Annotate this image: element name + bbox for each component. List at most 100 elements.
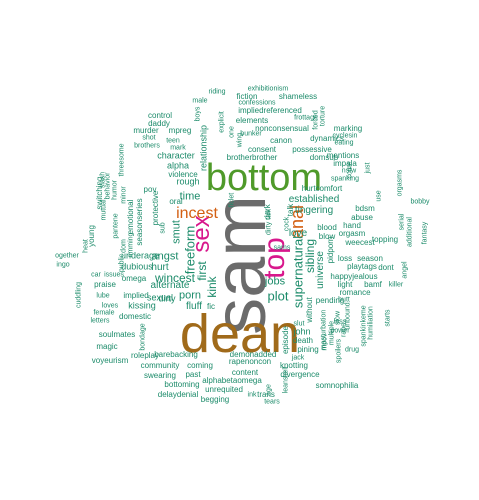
word-universe: universe bbox=[315, 251, 326, 289]
word-forced: forced bbox=[312, 110, 320, 130]
word-angst: angst bbox=[151, 250, 179, 263]
word-knotting: knotting bbox=[279, 361, 309, 370]
word-porn: porn bbox=[178, 289, 202, 302]
word-time: time bbox=[179, 190, 201, 203]
word-freeform: freeform bbox=[182, 225, 198, 275]
word-additional: additional bbox=[406, 217, 414, 247]
word-female: female bbox=[93, 309, 115, 317]
word-slash: slash bbox=[99, 171, 107, 189]
word-slut: slut bbox=[293, 320, 305, 328]
word-pov: pov bbox=[143, 185, 157, 194]
word-teen: teen bbox=[166, 137, 180, 145]
word-brotherbrother: brotherbrother bbox=[226, 153, 278, 162]
word-dynamics: dynamics bbox=[310, 134, 344, 143]
word-car: car bbox=[91, 271, 101, 279]
word-pining: pining bbox=[297, 345, 319, 354]
word-exhibitionism: exhibitionism bbox=[247, 85, 289, 93]
word-just: just bbox=[364, 162, 372, 174]
word-bobby: bobby bbox=[410, 198, 430, 206]
word-roleplay: roleplay bbox=[130, 351, 160, 360]
word-top: top bbox=[258, 237, 291, 279]
word-death: death bbox=[292, 336, 314, 345]
word-fantasy: fantasy bbox=[421, 221, 429, 245]
word-torture: torture bbox=[319, 105, 327, 127]
word-dirty: dirty bbox=[158, 293, 176, 304]
word-magic: magic bbox=[96, 342, 118, 351]
word-riding: riding bbox=[208, 88, 226, 96]
word-humiliation: humiliation bbox=[367, 306, 375, 340]
word-dean: dean bbox=[179, 304, 301, 364]
word-killer: killer bbox=[388, 281, 404, 289]
word-playtags: playtags bbox=[347, 262, 377, 271]
word-bunker: bunker bbox=[240, 130, 262, 138]
word-episode: episode bbox=[281, 325, 290, 355]
word-delaydenial: delaydenial bbox=[157, 390, 199, 399]
word-sub: sub bbox=[159, 222, 167, 234]
word-shot: shot bbox=[142, 134, 156, 142]
word-age: age bbox=[265, 384, 273, 396]
word-rapenoncon: rapenoncon bbox=[228, 357, 272, 366]
word-less: less bbox=[333, 318, 347, 326]
word-swearing: swearing bbox=[143, 371, 177, 380]
word-implied: implied bbox=[123, 291, 149, 300]
word-sams: sams bbox=[273, 244, 291, 252]
word-loves: loves bbox=[101, 302, 119, 310]
word-emotional: emotional bbox=[126, 199, 135, 235]
word-serial: serial bbox=[398, 213, 406, 231]
word-without: without bbox=[305, 297, 314, 323]
word-angel: angel bbox=[401, 261, 409, 279]
word-starts: starts bbox=[384, 309, 392, 327]
word-heat: heat bbox=[82, 239, 90, 253]
word-community: community bbox=[140, 361, 180, 370]
word-tingering: tingering bbox=[294, 205, 334, 216]
word-marking: marking bbox=[333, 124, 363, 133]
word-begging: begging bbox=[200, 395, 230, 404]
word-leans: leans bbox=[282, 376, 290, 394]
word-barebacking: barebacking bbox=[154, 350, 198, 359]
word-dirty-talk: dirty talk bbox=[265, 208, 273, 236]
word-pidporn: pidporn bbox=[326, 236, 335, 264]
word-soulmates: soulmates bbox=[98, 330, 136, 339]
word-seasonseries: seasonseries bbox=[135, 198, 144, 246]
word-mpov: mpov bbox=[321, 333, 329, 351]
word-fiction: fiction bbox=[236, 92, 258, 101]
word-cyclesin: cyclesin bbox=[332, 132, 358, 140]
word-alpha: alpha bbox=[166, 160, 190, 171]
word-shameless: shameless bbox=[278, 92, 318, 101]
word-mentions: mentions bbox=[326, 151, 360, 160]
word-drug: drug bbox=[344, 346, 360, 354]
word-established: established bbox=[288, 194, 340, 205]
word-boys: boys bbox=[194, 106, 202, 122]
word-canon: canon bbox=[270, 136, 292, 145]
word-murder: murder bbox=[133, 126, 159, 135]
word-eating: eating bbox=[334, 139, 354, 147]
word-dont: dont bbox=[378, 263, 394, 272]
word-explicit: explicit bbox=[218, 111, 226, 133]
word-impala: impala bbox=[333, 159, 357, 168]
word-loss: loss bbox=[337, 254, 353, 263]
word-romance: romance bbox=[339, 288, 371, 297]
word-talk: talk bbox=[286, 203, 295, 217]
word-unrequited: unrequited bbox=[205, 385, 243, 394]
word-alphabetaomega: alphabetaomega bbox=[202, 376, 262, 385]
word-mutual: mutual bbox=[100, 199, 108, 221]
word-threesome: threesome bbox=[118, 143, 126, 177]
word-bottom: bottom bbox=[205, 157, 323, 199]
word-humor: humor bbox=[111, 180, 119, 200]
word-nsfw: nsfw bbox=[341, 167, 357, 175]
word-weecest: weecest bbox=[345, 238, 375, 247]
word-blood: blood bbox=[317, 223, 337, 232]
word-spanking: spanking bbox=[330, 175, 360, 183]
word-praise: praise bbox=[94, 280, 116, 289]
word-ink: ink bbox=[247, 391, 257, 399]
word-mark: mark bbox=[170, 144, 186, 152]
word-letters: letters bbox=[90, 317, 110, 325]
word-possessive: possessive bbox=[292, 145, 332, 154]
word-brothers: brothers bbox=[134, 142, 160, 150]
word-cuddling: cuddling bbox=[75, 281, 83, 309]
word-frottage: frottage bbox=[294, 114, 318, 122]
word-butt: butt bbox=[338, 296, 350, 304]
word-sexual: sexual bbox=[146, 292, 174, 303]
word-bamf: bamf bbox=[364, 280, 382, 289]
word-consent: consent bbox=[247, 145, 277, 154]
